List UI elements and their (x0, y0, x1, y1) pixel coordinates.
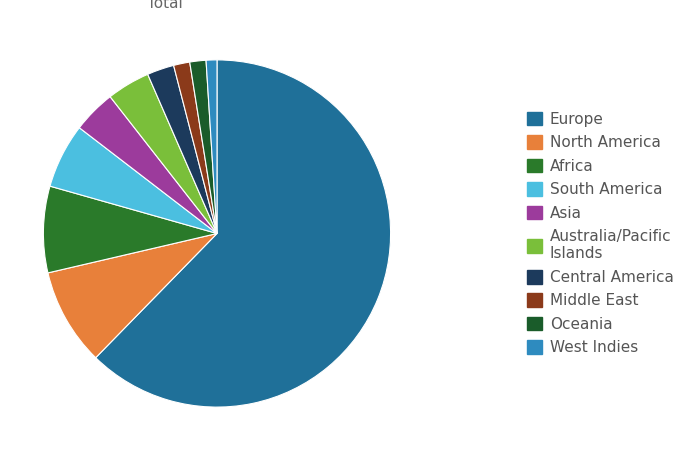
Wedge shape (190, 60, 217, 234)
Wedge shape (96, 60, 391, 407)
Legend: Europe, North America, Africa, South America, Asia, Australia/Pacific
Islands, C: Europe, North America, Africa, South Ame… (522, 107, 678, 360)
Wedge shape (206, 60, 217, 234)
Wedge shape (174, 62, 217, 234)
Wedge shape (48, 234, 217, 358)
Title: Total: Total (147, 0, 183, 11)
Wedge shape (148, 65, 217, 234)
Wedge shape (43, 186, 217, 273)
Wedge shape (79, 97, 217, 234)
Wedge shape (110, 74, 217, 234)
Wedge shape (50, 128, 217, 234)
